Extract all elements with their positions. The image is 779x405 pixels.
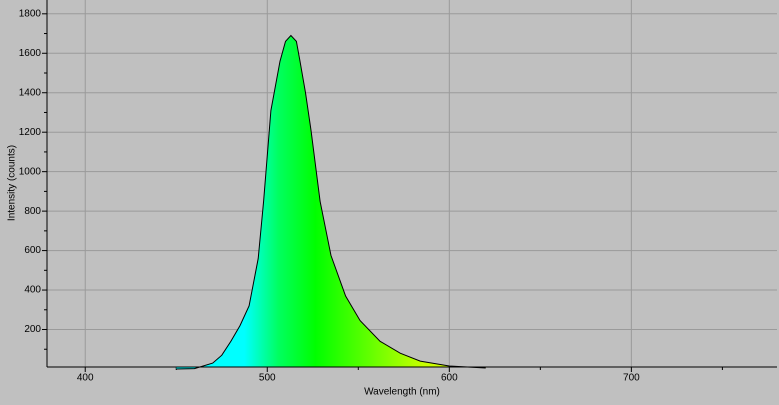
- y-tick-label: 1000: [19, 166, 42, 177]
- x-tick-label: 400: [77, 373, 94, 384]
- y-tick-label: 200: [24, 324, 41, 335]
- x-tick-label: 600: [441, 373, 458, 384]
- y-tick-label: 1600: [19, 48, 42, 59]
- y-axis-label: Intensity (counts): [7, 145, 18, 221]
- area: [176, 35, 486, 369]
- x-axis-label: Wavelength (nm): [364, 387, 440, 398]
- line: [176, 34, 486, 370]
- y-tick-label: 1400: [19, 87, 42, 98]
- y-tick-label: 1200: [19, 127, 42, 138]
- y-tick-label: 400: [24, 285, 41, 296]
- y-tick-label: 1800: [19, 8, 42, 19]
- y-tick-label: 600: [24, 245, 41, 256]
- x-tick-label: 700: [623, 373, 640, 384]
- y-tick-label: 800: [24, 206, 41, 217]
- x-tick-label: 500: [259, 373, 276, 384]
